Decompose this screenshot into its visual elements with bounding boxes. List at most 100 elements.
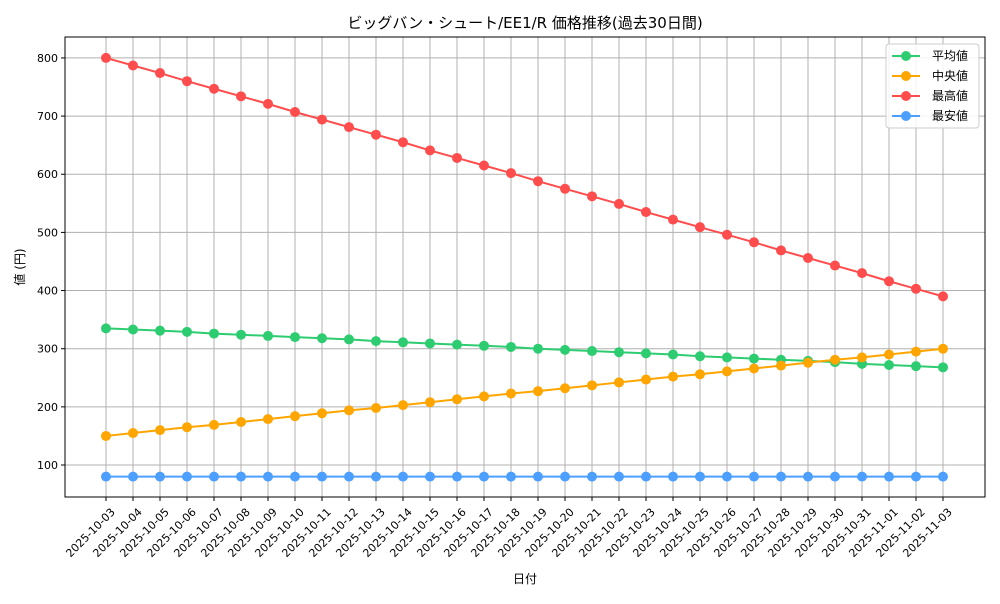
data-point <box>344 405 354 416</box>
data-point <box>479 340 489 351</box>
y-axis-label: 値 (円) <box>12 248 27 285</box>
legend-box <box>885 43 980 129</box>
y-tick-label: 100 <box>37 459 58 472</box>
data-point <box>128 471 138 482</box>
data-point <box>506 471 516 482</box>
data-point <box>668 371 678 382</box>
data-point <box>749 471 759 482</box>
data-point <box>506 388 516 399</box>
data-point <box>641 207 651 218</box>
data-point <box>695 369 705 380</box>
data-point <box>209 83 219 94</box>
data-point <box>101 430 111 441</box>
data-point <box>614 471 624 482</box>
data-point <box>101 52 111 63</box>
data-point <box>803 357 813 368</box>
data-point <box>182 326 192 337</box>
data-point <box>560 383 570 394</box>
data-point <box>182 471 192 482</box>
data-point <box>722 229 732 240</box>
data-point <box>128 324 138 335</box>
legend-marker <box>901 91 911 101</box>
data-point <box>263 471 273 482</box>
y-tick-label: 800 <box>37 52 58 65</box>
y-ticks: 100 200 300 400 500 600 700 800 <box>37 52 65 472</box>
data-point <box>803 471 813 482</box>
data-point <box>560 183 570 194</box>
legend-label: 平均値 <box>932 48 968 63</box>
y-tick-label: 700 <box>37 110 58 123</box>
y-tick-label: 500 <box>37 226 58 239</box>
data-point <box>668 214 678 225</box>
data-point <box>209 471 219 482</box>
data-point <box>884 471 894 482</box>
data-point <box>344 471 354 482</box>
data-point <box>722 471 732 482</box>
data-point <box>857 471 867 482</box>
data-point <box>209 419 219 430</box>
data-point <box>155 68 165 79</box>
data-point <box>263 330 273 341</box>
data-point <box>236 91 246 102</box>
data-point <box>938 471 948 482</box>
data-point <box>506 341 516 352</box>
data-point <box>452 152 462 163</box>
data-point <box>695 222 705 233</box>
data-point <box>614 198 624 209</box>
data-point <box>371 403 381 414</box>
data-point <box>290 471 300 482</box>
data-point <box>371 471 381 482</box>
data-point <box>182 422 192 433</box>
data-point <box>641 374 651 385</box>
y-tick-label: 200 <box>37 401 58 414</box>
legend-marker <box>901 51 911 61</box>
data-point <box>614 377 624 388</box>
data-point <box>884 349 894 360</box>
data-point <box>668 349 678 360</box>
data-point <box>479 391 489 402</box>
data-point <box>533 386 543 397</box>
data-point <box>776 360 786 371</box>
data-point <box>830 260 840 271</box>
plot-frame <box>64 36 986 498</box>
data-point <box>587 471 597 482</box>
data-point <box>317 471 327 482</box>
data-point <box>371 336 381 347</box>
data-point <box>371 129 381 140</box>
data-point <box>641 471 651 482</box>
grid <box>65 37 985 497</box>
data-point <box>911 471 921 482</box>
data-point <box>533 343 543 354</box>
data-point <box>614 347 624 358</box>
data-point <box>263 98 273 109</box>
series-line <box>105 347 944 437</box>
legend-label: 最安値 <box>932 108 968 123</box>
series-group <box>101 52 948 482</box>
data-point <box>425 338 435 349</box>
data-point <box>560 344 570 355</box>
data-point <box>263 414 273 425</box>
data-point <box>398 137 408 148</box>
data-point <box>398 400 408 411</box>
data-point <box>884 359 894 370</box>
data-point <box>938 362 948 373</box>
data-point <box>290 411 300 422</box>
data-point <box>236 471 246 482</box>
data-point <box>398 337 408 348</box>
data-point <box>668 471 678 482</box>
data-point <box>695 351 705 362</box>
y-tick-label: 400 <box>37 285 58 298</box>
x-ticks: 2025-10-032025-10-042025-10-052025-10-06… <box>63 497 955 560</box>
data-point <box>749 363 759 374</box>
data-point <box>452 339 462 350</box>
data-point <box>722 352 732 363</box>
y-tick-label: 300 <box>37 343 58 356</box>
series-1 <box>101 343 948 441</box>
data-point <box>587 191 597 202</box>
data-point <box>344 122 354 133</box>
data-point <box>749 353 759 364</box>
data-point <box>425 471 435 482</box>
data-point <box>101 323 111 334</box>
legend-label: 最高値 <box>932 88 968 103</box>
